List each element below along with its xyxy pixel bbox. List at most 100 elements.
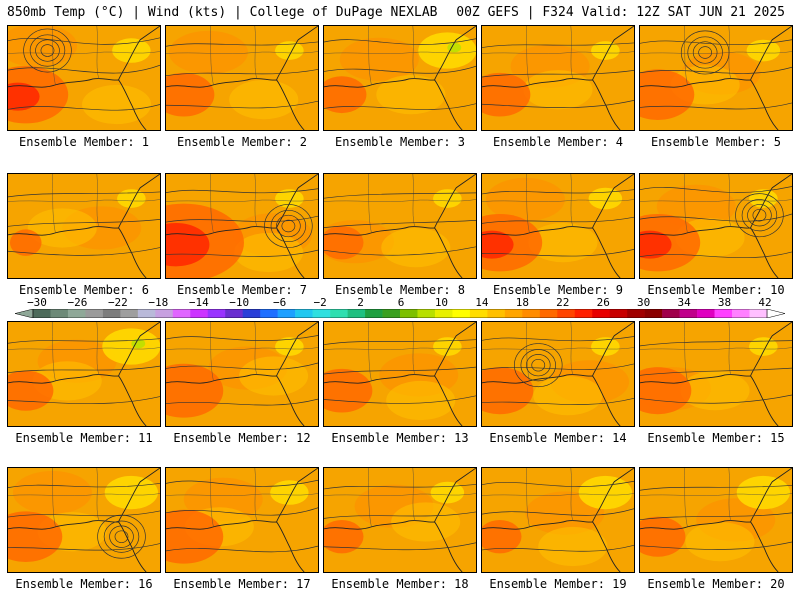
colorbar-tick-label: −30	[27, 296, 47, 309]
member-label: Ensemble Member: 9	[492, 283, 624, 297]
colorbar-tick-label: −14	[188, 296, 209, 309]
member-map-15	[639, 321, 793, 427]
colorbar-swatch	[487, 309, 506, 318]
member-map-17	[165, 467, 319, 573]
colorbar-swatch	[330, 309, 348, 318]
member-label: Ensemble Member: 1	[18, 135, 150, 149]
colorbar-swatch	[679, 309, 698, 318]
member-map-12	[165, 321, 319, 427]
colorbar-tick-label: −2	[313, 296, 327, 309]
colorbar-tick-label: −22	[107, 296, 128, 309]
colorbar-tick-label: −18	[148, 296, 169, 309]
colorbar-tick-label: 22	[556, 296, 570, 309]
colorbar-tick-label: 10	[434, 296, 449, 309]
colorbar-swatch	[592, 309, 611, 318]
member-label: Ensemble Member: 4	[492, 135, 624, 149]
colorbar-tick-label: 14	[475, 296, 489, 309]
member-label: Ensemble Member: 10	[647, 283, 785, 297]
member-label: Ensemble Member: 11	[15, 431, 153, 445]
colorbar-swatch	[539, 309, 558, 318]
colorbar-swatch	[277, 309, 296, 318]
colorbar-max-arrow	[766, 309, 785, 318]
member-label: Ensemble Member: 17	[173, 577, 311, 591]
colorbar-swatch	[557, 309, 576, 318]
colorbar-swatch	[312, 309, 331, 318]
colorbar-swatch	[714, 309, 733, 318]
colorbar-swatch	[522, 309, 541, 318]
member-map-14	[481, 321, 635, 427]
colorbar-tick-label: 38	[717, 296, 732, 309]
colorbar-swatch	[155, 309, 174, 318]
colorbar-swatch	[172, 309, 191, 318]
colorbar-swatch	[347, 309, 366, 318]
member-map-10	[639, 173, 793, 279]
member-map-2	[165, 25, 319, 131]
member-map-11	[7, 321, 161, 427]
colorbar-swatch	[120, 309, 139, 318]
colorbar-tick-label: −10	[229, 296, 250, 309]
colorbar-swatch	[644, 309, 663, 318]
colorbar-swatch	[574, 309, 593, 318]
colorbar-tick-label: 34	[677, 296, 691, 309]
colorbar-tick-label: 18	[515, 296, 529, 309]
colorbar-swatch	[434, 309, 453, 318]
member-label: Ensemble Member: 5	[650, 135, 782, 149]
colorbar-swatch	[190, 309, 209, 318]
member-map-16	[7, 467, 161, 573]
colorbar-tick-label: 2	[357, 296, 364, 309]
member-label: Ensemble Member: 13	[331, 431, 469, 445]
colorbar-tick-label: −26	[67, 296, 88, 309]
member-label: Ensemble Member: 6	[18, 283, 150, 297]
member-map-13	[323, 321, 477, 427]
member-label: Ensemble Member: 18	[331, 577, 469, 591]
colorbar-swatch	[242, 309, 261, 318]
member-map-8	[323, 173, 477, 279]
member-label: Ensemble Member: 19	[489, 577, 627, 591]
colorbar-swatch	[85, 309, 104, 318]
colorbar-swatch	[469, 309, 488, 318]
colorbar-min-arrow	[15, 309, 34, 318]
colorbar-tick-label: 42	[758, 296, 772, 309]
member-map-19	[481, 467, 635, 573]
colorbar-swatch	[365, 309, 383, 318]
member-map-1	[7, 25, 161, 131]
colorbar-swatch	[295, 309, 313, 318]
member-map-7	[165, 173, 319, 279]
colorbar-tick-label: 30	[637, 296, 651, 309]
member-map-20	[639, 467, 793, 573]
colorbar-swatch	[697, 309, 715, 318]
colorbar-swatch	[627, 309, 645, 318]
colorbar-swatch	[417, 309, 436, 318]
member-label: Ensemble Member: 14	[489, 431, 627, 445]
member-map-4	[481, 25, 635, 131]
member-map-5	[639, 25, 793, 131]
colorbar-tick-label: 6	[397, 296, 405, 309]
member-map-18	[323, 467, 477, 573]
colorbar-swatch	[452, 309, 471, 318]
colorbar-swatch	[749, 309, 768, 318]
member-label: Ensemble Member: 12	[173, 431, 311, 445]
member-map-6	[7, 173, 161, 279]
member-label: Ensemble Member: 7	[176, 283, 308, 297]
member-label: Ensemble Member: 16	[15, 577, 153, 591]
colorbar-swatch	[102, 309, 121, 318]
member-map-3	[323, 25, 477, 131]
colorbar-swatch	[382, 309, 401, 318]
colorbar-swatch	[137, 309, 156, 318]
member-label: Ensemble Member: 15	[647, 431, 785, 445]
colorbar-swatch	[33, 309, 51, 318]
colorbar-tick-label: 26	[596, 296, 610, 309]
colorbar-swatch	[225, 309, 244, 318]
colorbar-tick-label: −6	[273, 296, 287, 309]
colorbar-swatch	[67, 309, 86, 318]
colorbar-swatch	[207, 309, 226, 318]
member-map-9	[481, 173, 635, 279]
colorbar-swatch	[609, 309, 628, 318]
member-label: Ensemble Member: 2	[176, 135, 308, 149]
run-valid-time: 00Z GEFS | F324 Valid: 12Z SAT JUN 21 20…	[456, 5, 785, 20]
colorbar-swatch	[504, 309, 523, 318]
colorbar-swatch	[732, 309, 750, 318]
member-label: Ensemble Member: 8	[334, 283, 466, 297]
colorbar-swatch	[662, 309, 680, 318]
member-label: Ensemble Member: 3	[334, 135, 466, 149]
